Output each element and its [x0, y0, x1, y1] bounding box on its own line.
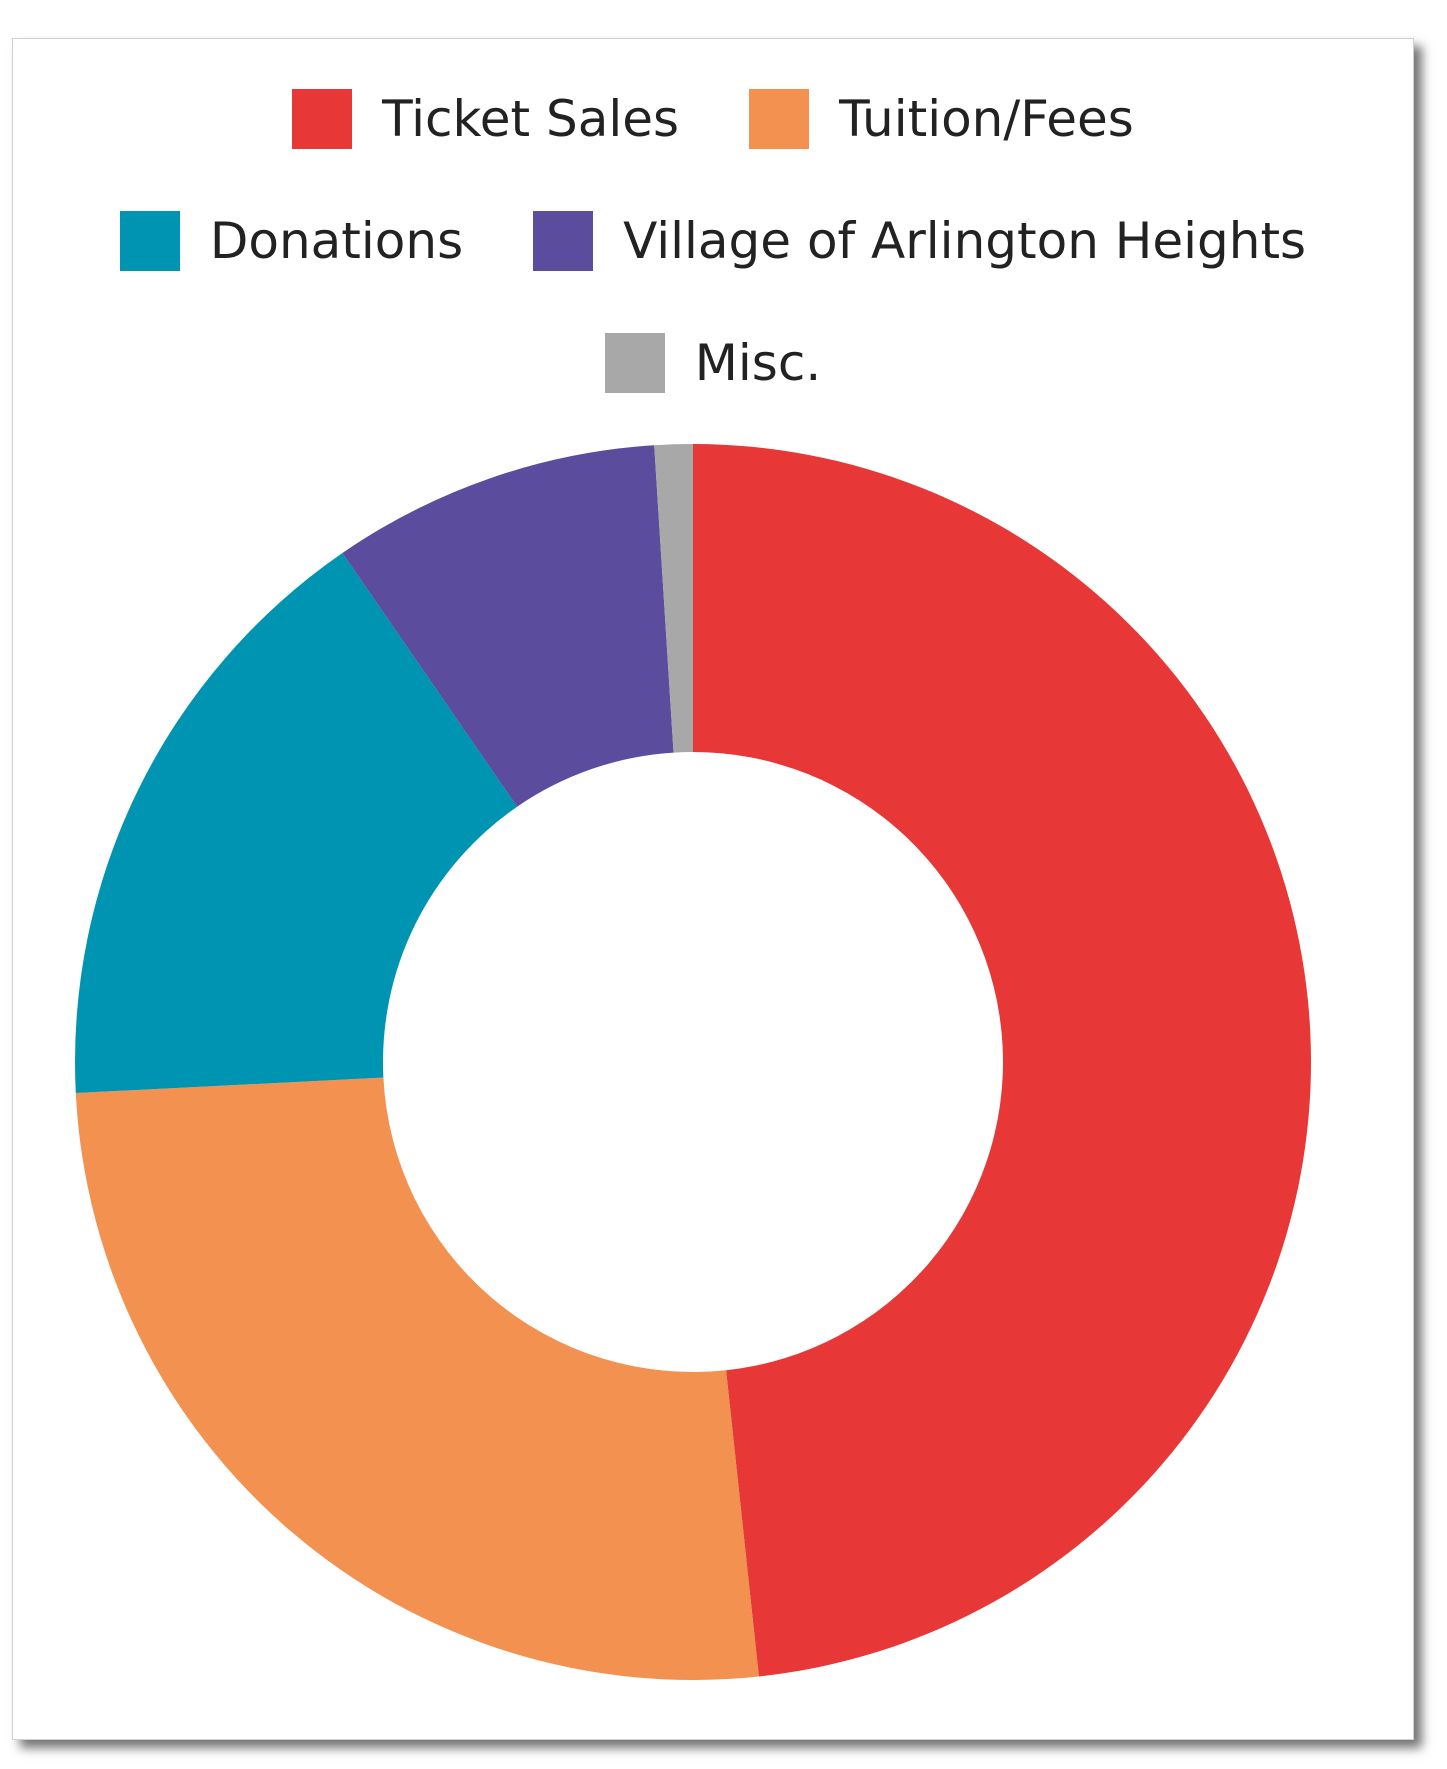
donut-slice-donations [75, 553, 518, 1094]
legend-item-village: Village of Arlington Heights [533, 211, 1306, 271]
legend-row-3: Misc. [13, 333, 1413, 393]
legend-label-misc: Misc. [694, 334, 822, 392]
legend-swatch-village [533, 211, 594, 271]
legend-swatch-donations [119, 211, 180, 271]
legend-swatch-tuition-fees [749, 89, 810, 149]
donut-slices [75, 444, 1312, 1680]
legend-row-2: Donations Village of Arlington Heights [13, 211, 1413, 271]
chart-card: Ticket Sales Tuition/Fees Donations Vill… [12, 38, 1414, 1740]
legend-item-tuition-fees: Tuition/Fees [749, 89, 1134, 149]
donut-slice-tuition-fees [75, 1077, 759, 1680]
legend-swatch-ticket-sales [292, 89, 353, 149]
donut-slice-ticket-sales [693, 444, 1312, 1677]
legend-label-tuition-fees: Tuition/Fees [839, 90, 1134, 148]
legend-item-donations: Donations [119, 211, 464, 271]
legend-label-ticket-sales: Ticket Sales [382, 90, 680, 148]
legend-swatch-misc [604, 333, 665, 393]
legend-row-1: Ticket Sales Tuition/Fees [13, 89, 1413, 149]
legend-item-ticket-sales: Ticket Sales [292, 89, 679, 149]
donut-chart [75, 444, 1312, 1680]
donut-slice-misc [654, 444, 693, 753]
donut-slice-village-of-arlington-heights [342, 445, 674, 807]
legend-label-donations: Donations [209, 212, 464, 270]
legend-label-village: Village of Arlington Heights [623, 212, 1307, 270]
legend-item-misc: Misc. [604, 333, 822, 393]
